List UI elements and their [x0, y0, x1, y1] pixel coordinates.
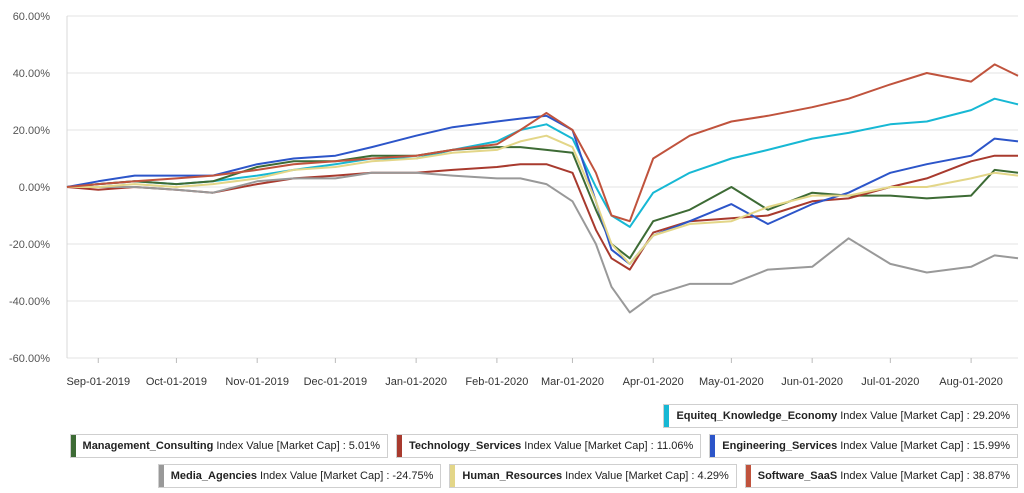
x-tick-label: Mar-01-2020 — [541, 376, 604, 388]
legend-series-value: Index Value [Market Cap] : 38.87% — [840, 470, 1010, 482]
legend-series-name: Engineering_Services — [722, 440, 838, 452]
legend-row-2: Management_Consulting Index Value [Marke… — [69, 434, 1018, 458]
x-tick-label: Sep-01-2019 — [66, 376, 130, 388]
legend-series-value: Index Value [Market Cap] : 29.20% — [840, 410, 1010, 422]
legend-item-management-consulting[interactable]: Management_Consulting Index Value [Marke… — [69, 434, 388, 458]
x-tick-label: Jan-01-2020 — [385, 376, 447, 388]
legend-series-value: Index Value [Market Cap] : 11.06% — [524, 440, 694, 452]
legend-series-value: Index Value [Market Cap] : 5.01% — [216, 440, 380, 452]
legend-row-1: Equiteq_Knowledge_Economy Index Value [M… — [663, 404, 1018, 428]
legend-series-value: Index Value [Market Cap] : -24.75% — [259, 470, 434, 482]
x-tick-label: Jul-01-2020 — [861, 376, 919, 388]
legend-series-name: Software_SaaS — [757, 470, 838, 482]
series-line-media-agencies — [67, 171, 1019, 314]
chart-series — [66, 63, 1019, 314]
series-line-human-resources — [67, 134, 1019, 265]
y-tick-label: 40.00% — [13, 68, 51, 80]
legend-item-human-resources[interactable]: Human_Resources Index Value [Market Cap]… — [449, 464, 737, 488]
y-tick-label: -60.00% — [9, 353, 50, 365]
legend-swatch — [450, 465, 456, 487]
legend-item-software-saas[interactable]: Software_SaaS Index Value [Market Cap] :… — [744, 464, 1018, 488]
x-tick-label: Apr-01-2020 — [623, 376, 684, 388]
x-tick-label: Nov-01-2019 — [225, 376, 289, 388]
legend-swatch — [745, 465, 751, 487]
legend-series-name: Equiteq_Knowledge_Economy — [676, 410, 838, 422]
legend-row-3: Media_Agencies Index Value [Market Cap] … — [157, 464, 1018, 488]
y-tick-label: 0.00% — [19, 182, 50, 194]
x-axis: Sep-01-2019 Oct-01-2019 Nov-01-2019 Dec-01-… — [66, 358, 1003, 388]
x-tick-label: Jun-01-2020 — [781, 376, 843, 388]
legend-item-engineering-services[interactable]: Engineering_Services Index Value [Market… — [709, 434, 1018, 458]
series-line-software-saas — [66, 63, 1019, 223]
legend-swatch — [710, 435, 716, 457]
series-line-equiteq-knowledge-economy — [66, 97, 1019, 228]
legend-series-value: Index Value [Market Cap] : 4.29% — [565, 470, 729, 482]
legend-swatch — [158, 465, 164, 487]
legend-swatch — [70, 435, 76, 457]
y-tick-label: 60.00% — [13, 11, 51, 23]
legend-swatch — [664, 405, 670, 427]
legend-series-value: Index Value [Market Cap] : 15.99% — [840, 440, 1010, 452]
chart-grid — [66, 15, 1018, 359]
legend-series-name: Media_Agencies — [170, 470, 257, 482]
series-line-technology-services — [66, 154, 1018, 271]
x-tick-label: Dec-01-2019 — [304, 376, 368, 388]
legend-swatch — [397, 435, 402, 457]
y-tick-label: -40.00% — [9, 296, 50, 308]
legend-item-media-agencies[interactable]: Media_Agencies Index Value [Market Cap] … — [157, 464, 442, 488]
x-tick-label: Oct-01-2019 — [146, 376, 207, 388]
y-axis: 60.00% 40.00% 20.00% 0.00% -20.00% -40.00% -60… — [9, 11, 50, 365]
x-tick-label: Feb-01-2020 — [465, 376, 528, 388]
legend-series-name: Human_Resources — [462, 470, 563, 482]
y-tick-label: 20.00% — [13, 125, 51, 137]
legend-item-technology-services[interactable]: Technology_Services Index Value [Market … — [396, 434, 702, 458]
line-chart: 60.00% 40.00% 20.00% 0.00% -20.00% -40.00% -60… — [9, 11, 1019, 388]
x-tick-label: May-01-2020 — [699, 376, 764, 388]
legend-series-name: Management_Consulting — [82, 440, 214, 452]
legend-series-name: Technology_Services — [409, 440, 522, 452]
x-tick-label: Aug-01-2020 — [939, 376, 1003, 388]
legend-item-equiteq-knowledge-economy[interactable]: Equiteq_Knowledge_Economy Index Value [M… — [663, 404, 1018, 428]
y-tick-label: -20.00% — [9, 239, 50, 251]
